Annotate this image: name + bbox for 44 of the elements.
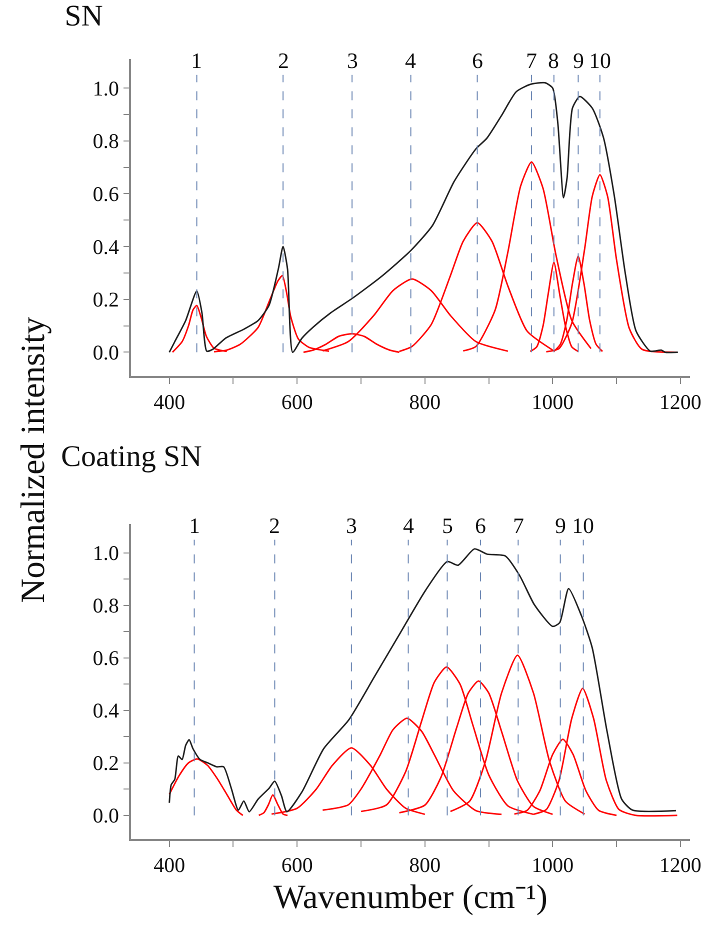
- y-tick-label: 0.2: [92, 288, 120, 312]
- annotation: 5: [442, 513, 453, 538]
- y-tick-label: 0.4: [92, 698, 120, 723]
- annotation: 10: [572, 513, 594, 538]
- x-tick-label: 1000: [532, 390, 574, 414]
- y-tick-label: 0.6: [92, 182, 120, 206]
- x-tick-label: 1200: [659, 390, 702, 414]
- annotation: 6: [475, 513, 486, 538]
- annotation: 4: [405, 48, 416, 73]
- annotation: 9: [573, 48, 584, 73]
- y-tick-label: 0.0: [92, 804, 120, 828]
- chart-title: Coating SN: [61, 440, 202, 473]
- x-tick-label: 1200: [659, 852, 702, 877]
- annotation: 3: [346, 513, 357, 538]
- annotation: 6: [472, 48, 483, 73]
- y-tick-label: 1.0: [92, 541, 120, 566]
- x-tick-label: 600: [281, 390, 313, 414]
- y-tick-label: 0.8: [92, 594, 120, 618]
- x-tick-label: 800: [409, 390, 441, 414]
- y-tick-label: 0.4: [92, 234, 120, 259]
- y-tick-label: 0.2: [92, 751, 120, 776]
- y-axis-title: Normalized intensity: [15, 316, 53, 604]
- chart-title: SN: [64, 0, 103, 32]
- annotation: 7: [513, 513, 524, 538]
- y-tick-label: 1.0: [92, 76, 120, 100]
- y-tick-label: 0.0: [92, 340, 120, 365]
- annotation: 1: [191, 48, 202, 73]
- annotation: 10: [589, 48, 611, 73]
- annotation: 7: [526, 48, 537, 73]
- y-tick-label: 0.6: [92, 646, 120, 670]
- annotation: 2: [278, 48, 289, 73]
- x-tick-label: 1000: [532, 852, 574, 877]
- x-tick-label: 600: [281, 852, 313, 877]
- x-tick-label: 400: [154, 390, 186, 414]
- annotation: 8: [548, 48, 559, 73]
- x-tick-label: 800: [409, 852, 441, 877]
- annotation: 4: [403, 513, 414, 538]
- annotation: 9: [555, 513, 566, 538]
- annotation: 1: [189, 513, 200, 538]
- x-tick-label: 400: [154, 852, 186, 877]
- x-axis-title: Wavenumber (cm⁻¹): [273, 878, 548, 916]
- annotation: 2: [269, 513, 280, 538]
- y-tick-label: 0.8: [92, 129, 120, 154]
- annotation: 3: [347, 48, 358, 73]
